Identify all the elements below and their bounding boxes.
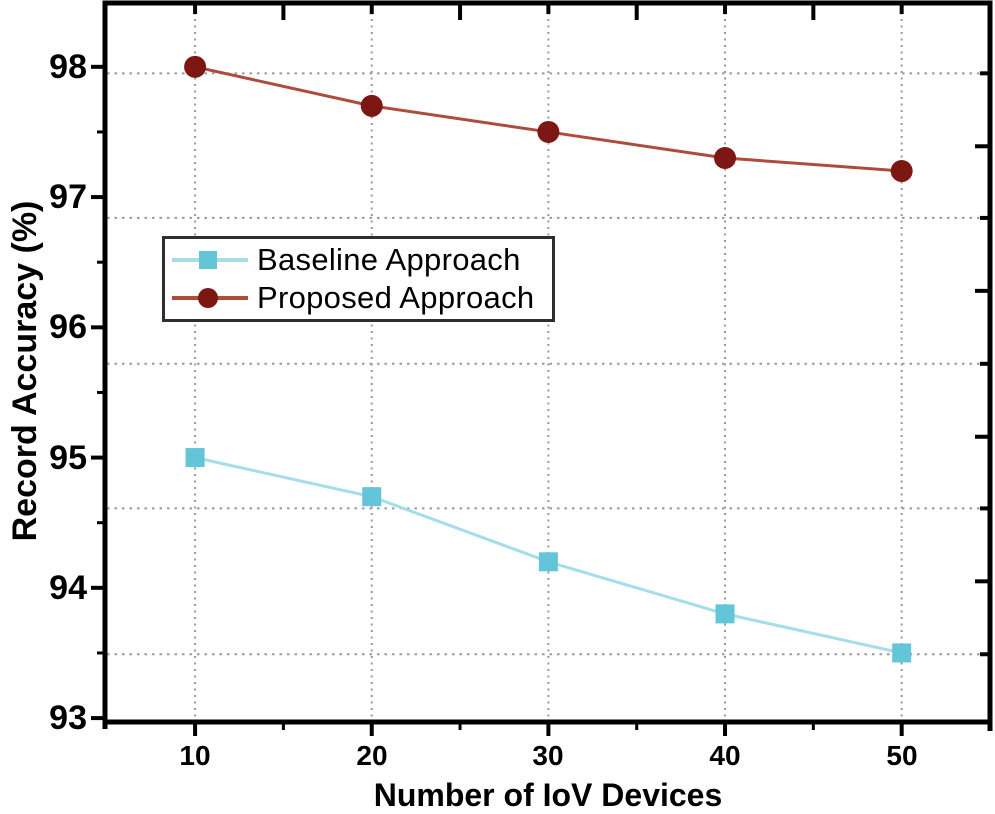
data-point-square [185,448,205,468]
x-tick-label: 10 [179,740,211,771]
legend-label-proposed: Proposed Approach [257,280,535,315]
data-point-circle [184,55,207,78]
x-tick-label: 30 [532,740,564,771]
series-line-1 [194,65,902,173]
legend-label-baseline: Baseline Approach [257,242,521,277]
data-point-circle [890,160,913,183]
data-point-square [538,552,558,572]
data-point-square [362,487,382,507]
legend-sample-proposed [165,279,257,317]
y-tick-label: 98 [49,48,87,86]
y-tick-label: 96 [49,308,87,346]
legend-square-marker-icon [199,251,217,269]
x-tick-label: 20 [356,740,388,771]
x-axis-title: Number of IoV Devices [373,777,723,813]
data-point-circle [360,94,383,117]
legend-item-baseline: Baseline Approach [165,241,552,279]
y-tick-label: 93 [49,699,87,737]
x-tick-label: 40 [709,740,741,771]
legend-sample-baseline [165,241,257,279]
y-tick-label: 95 [49,439,87,477]
data-point-square [715,604,735,624]
legend: Baseline Approach Proposed Approach [162,236,555,322]
legend-item-proposed: Proposed Approach [165,279,552,317]
data-point-square [892,643,912,663]
y-tick-label: 94 [49,569,87,607]
data-point-circle [537,120,560,143]
legend-circle-marker-icon [198,288,218,308]
y-tick-label: 97 [49,178,87,216]
data-point-circle [714,147,737,170]
x-tick-label: 50 [886,740,918,771]
